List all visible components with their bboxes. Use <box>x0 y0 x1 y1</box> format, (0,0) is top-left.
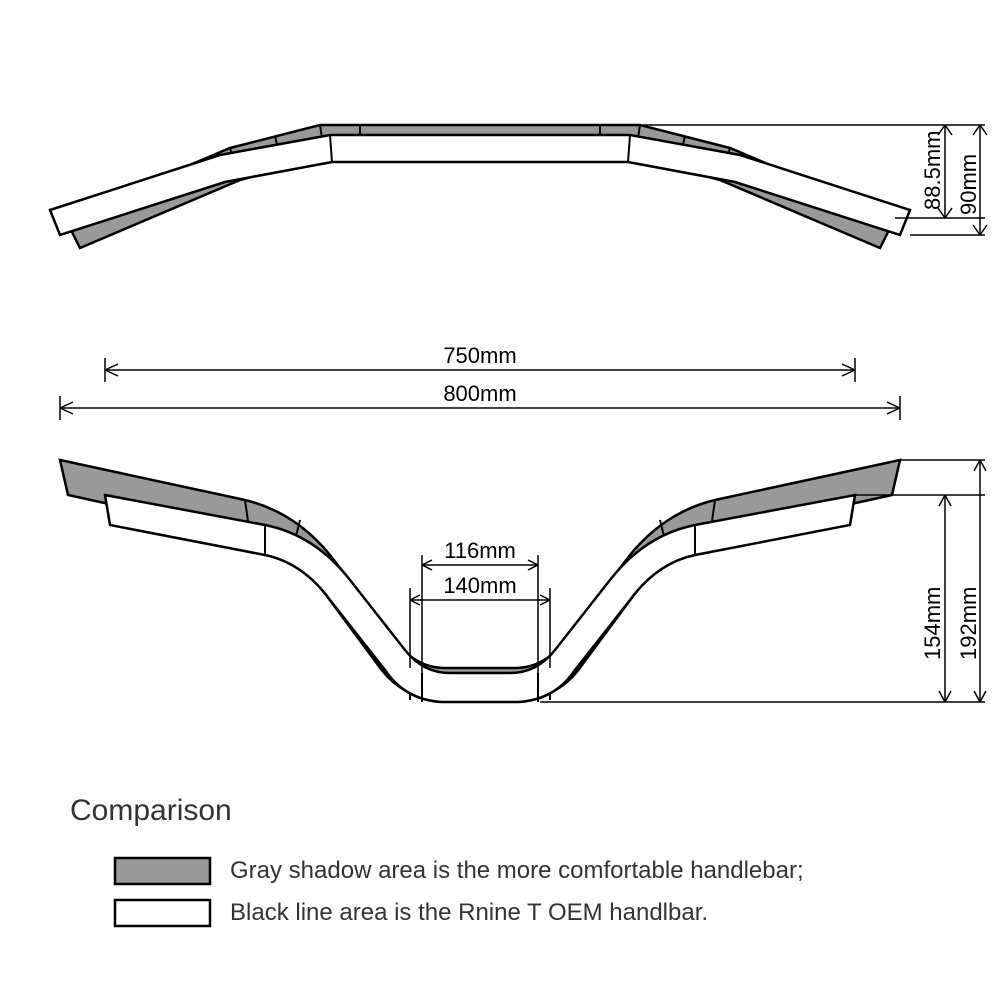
top-white-bar <box>50 135 910 235</box>
clamp-outer-label: 140mm <box>443 573 516 598</box>
legend-text-white: Black line area is the Rnine T OEM handl… <box>230 899 708 926</box>
diagram-canvas: 88.5mm 90mm 750mm 800mm <box>0 0 1000 1000</box>
width-dimensions: 750mm 800mm <box>60 343 900 420</box>
legend-text-gray: Gray shadow area is the more comfortable… <box>230 857 804 884</box>
legend-title: Comparison <box>70 794 232 827</box>
top-dim-outer: 90mm <box>956 154 981 215</box>
top-view: 88.5mm 90mm <box>50 125 987 248</box>
legend: Comparison Gray shadow area is the more … <box>70 794 804 926</box>
width-outer-label: 800mm <box>443 381 516 406</box>
clamp-dimensions: 116mm 140mm <box>410 538 550 673</box>
rise-inner-label: 154mm <box>920 587 945 660</box>
width-inner-label: 750mm <box>443 343 516 368</box>
rise-outer-label: 192mm <box>956 587 981 660</box>
legend-swatch-gray <box>115 858 210 884</box>
front-view: 750mm 800mm <box>60 343 986 702</box>
top-dim-inner: 88.5mm <box>920 131 945 210</box>
clamp-inner-label: 116mm <box>444 538 516 563</box>
legend-swatch-white <box>115 900 210 926</box>
